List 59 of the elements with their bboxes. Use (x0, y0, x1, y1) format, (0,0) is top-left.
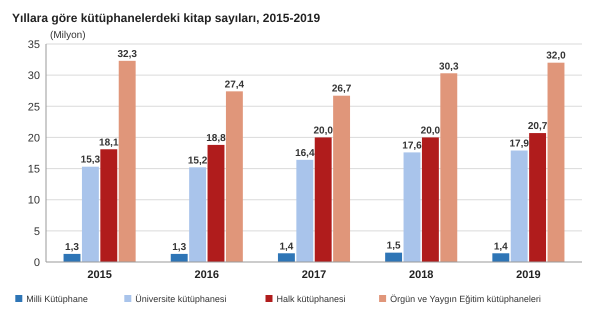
data-label: 1,3 (172, 242, 187, 253)
data-label: 15,3 (80, 154, 101, 166)
x-tick-label: 2018 (408, 269, 434, 281)
bar (170, 254, 188, 262)
data-label: 32,3 (117, 48, 138, 60)
y-axis-title: (Milyon) (50, 30, 86, 41)
data-label: 32,0 (546, 50, 566, 62)
data-label: 15,2 (188, 155, 208, 166)
data-label: 18,1 (99, 137, 119, 148)
x-tick-label: 2016 (194, 269, 220, 281)
data-label: 20,7 (528, 121, 548, 132)
y-tick-label: 0 (34, 257, 40, 269)
data-label: 1,5 (386, 240, 401, 252)
y-tick-label: 25 (28, 101, 40, 114)
y-tick-label: 10 (28, 194, 40, 207)
legend-label: Örgün ve Yaygın Eğitim kütüphaneleri (390, 294, 541, 304)
data-label: 26,7 (332, 84, 352, 95)
data-label: 1,4 (494, 241, 508, 252)
x-tick-label: 2019 (516, 269, 541, 281)
bar (82, 166, 99, 262)
bar (440, 73, 458, 262)
bar (422, 137, 439, 262)
bar (529, 133, 546, 262)
bar (404, 152, 420, 262)
y-tick-label: 5 (34, 226, 40, 238)
data-label: 1,3 (65, 242, 80, 253)
y-tick-label: 30 (28, 70, 40, 82)
bar (314, 137, 332, 262)
bar (510, 150, 528, 262)
bar (208, 144, 224, 262)
bar (278, 253, 295, 262)
data-label: 1,4 (279, 241, 294, 252)
bar (226, 91, 243, 262)
x-tick-label: 2017 (302, 269, 326, 281)
x-tick-label: 2015 (87, 269, 112, 281)
bar (64, 254, 80, 262)
bar (189, 167, 206, 262)
legend-label: Halk kütüphanesi (276, 294, 346, 304)
bar (100, 149, 118, 262)
data-label: 20,0 (420, 125, 441, 136)
data-label: 16,4 (295, 148, 315, 159)
bar (118, 60, 136, 262)
data-label: 18,8 (206, 132, 226, 144)
bar (548, 62, 564, 262)
legend-label: Milli Kütüphane (26, 294, 88, 304)
data-label: 30,3 (439, 61, 459, 72)
chart-title: Yıllara göre kütüphanelerdeki kitap sayıları, 2015-2019 (12, 11, 320, 25)
y-tick-label: 20 (28, 132, 40, 144)
y-tick-label: 35 (28, 39, 40, 51)
data-label: 17,9 (509, 138, 530, 150)
bar (385, 252, 402, 262)
bar (333, 96, 350, 262)
data-label: 17,6 (402, 140, 422, 152)
data-label: 27,4 (224, 79, 245, 90)
bar (492, 253, 510, 262)
y-tick-label: 15 (28, 164, 40, 176)
bar (296, 160, 314, 262)
legend-label: Üniversite kütüphanesi (135, 294, 226, 304)
data-label: 20,0 (313, 125, 334, 136)
